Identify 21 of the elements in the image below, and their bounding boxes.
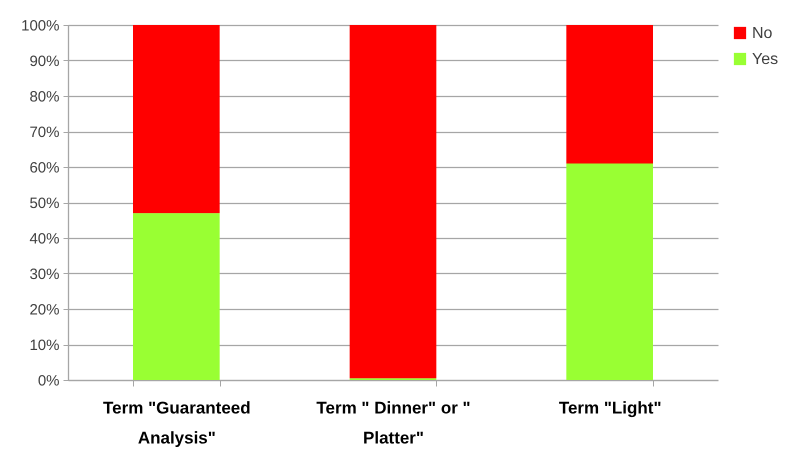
x-tick-label: Term "Guaranteed Analysis"	[103, 398, 251, 448]
y-tick-label: 60%	[29, 160, 60, 176]
y-tick-label: 70%	[29, 124, 60, 141]
y-tick-label: 40%	[29, 230, 60, 248]
bar	[566, 163, 653, 380]
legend-label: Yes	[752, 51, 778, 68]
bar	[133, 213, 220, 380]
bar	[350, 25, 436, 378]
y-tick-label: 100%	[21, 18, 60, 34]
y-tick-label: 30%	[29, 266, 60, 283]
bar	[133, 25, 220, 214]
x-tick-label: Term " Dinner" or " Platter"	[316, 398, 471, 448]
y-tick-label: 80%	[29, 88, 60, 106]
y-tick-label: 90%	[29, 53, 60, 70]
y-tick-label: 10%	[29, 337, 60, 354]
bar	[566, 25, 653, 164]
legend-label: No	[752, 25, 773, 42]
y-tick-label: 0%	[38, 372, 60, 390]
x-tick-label: Term "Light"	[558, 398, 662, 418]
y-tick-label: 20%	[29, 302, 60, 318]
y-tick-label: 50%	[29, 195, 60, 212]
